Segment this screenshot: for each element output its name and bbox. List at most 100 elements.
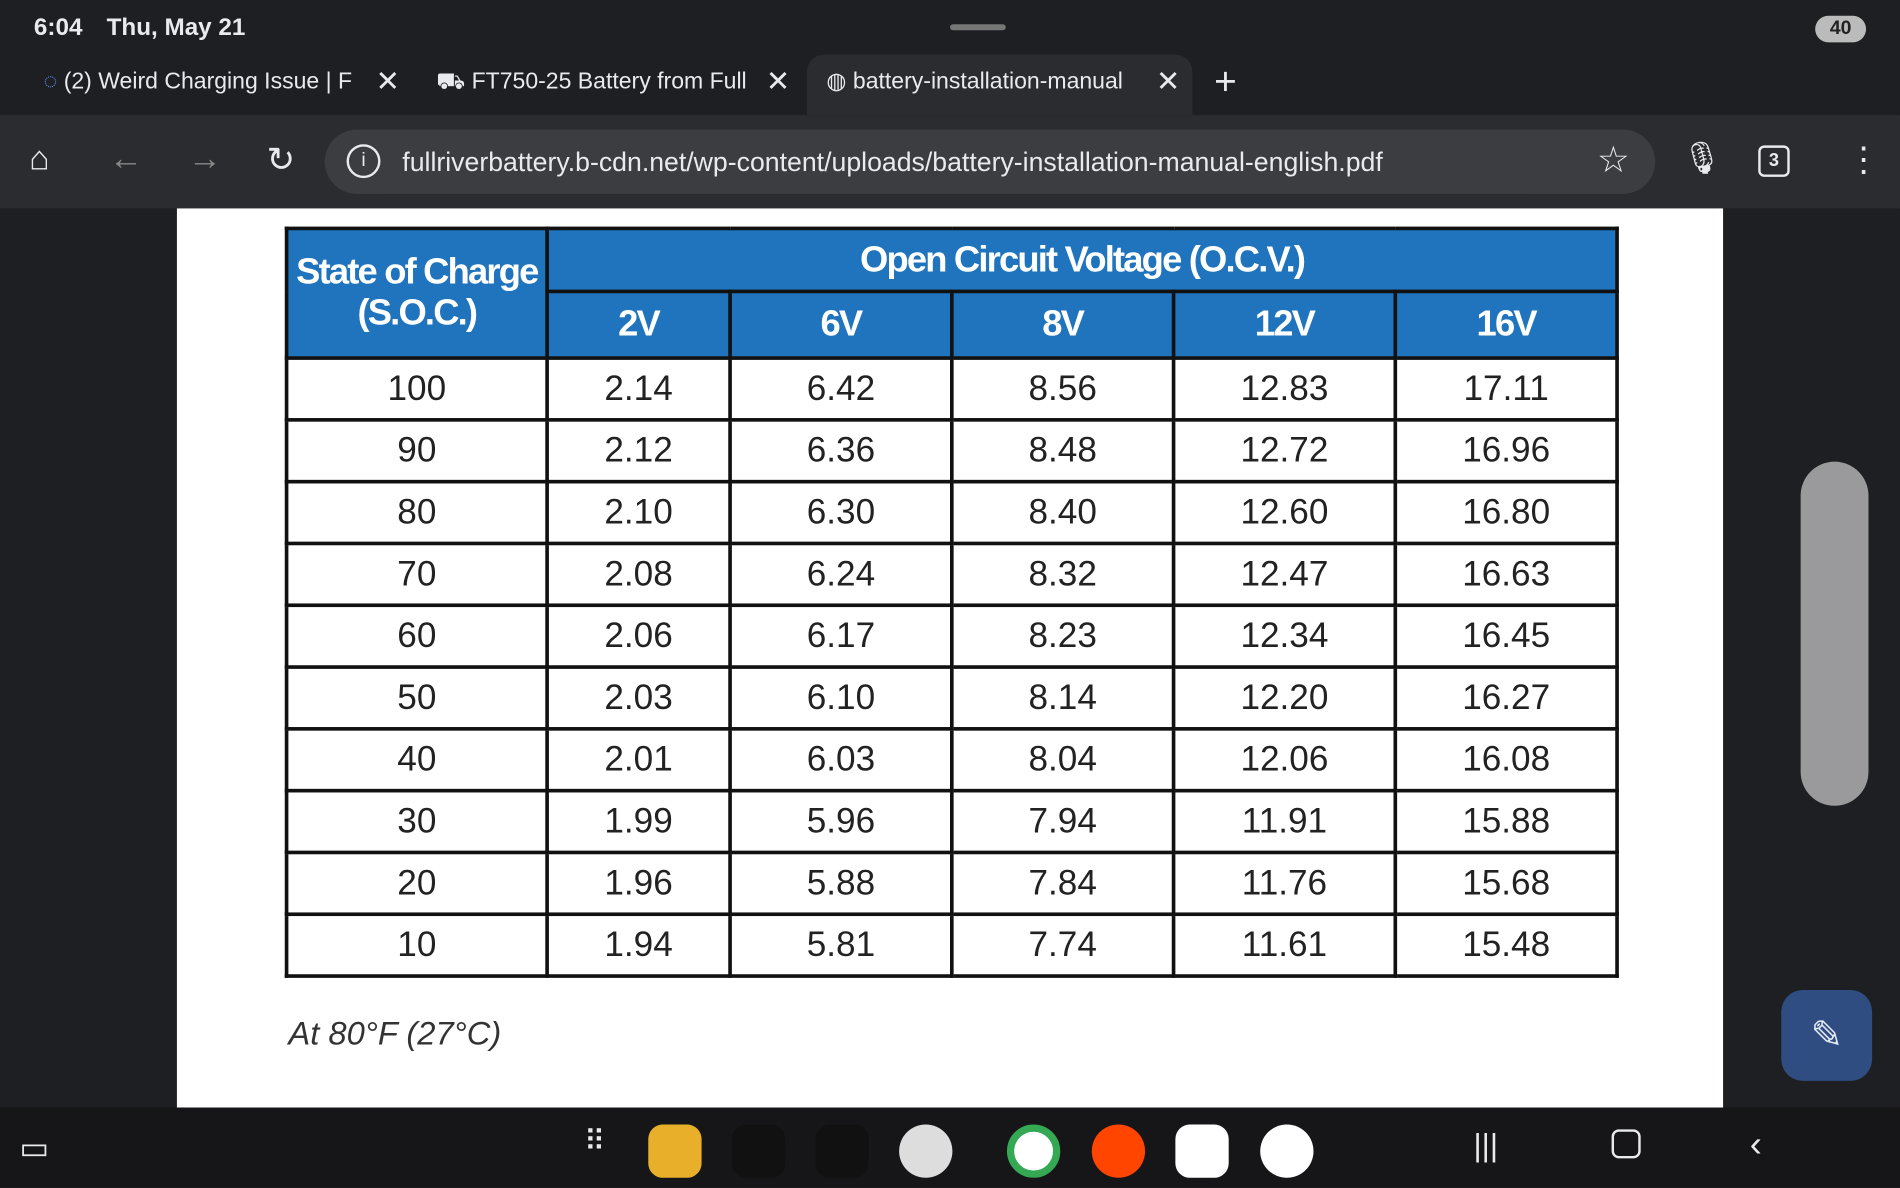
cell: 5.88 (728, 850, 954, 917)
cell: 2.06 (545, 603, 732, 669)
home-button[interactable] (1611, 1129, 1641, 1159)
cell: 12.60 (1171, 479, 1398, 546)
tab-title: FT750-25 Battery from Full (471, 69, 747, 95)
cell: 8.56 (949, 356, 1176, 422)
cell: 2.12 (545, 418, 732, 484)
status-bar: 6:04 Thu, May 21 40 (0, 0, 1900, 55)
footnote: At 80°F (27°C) (288, 1015, 502, 1052)
app-icon[interactable] (1006, 1124, 1061, 1178)
ocv-table: State of Charge (S.O.C.) Open Circuit Vol… (284, 226, 1619, 978)
cell: 8.04 (949, 727, 1176, 793)
taskbar-icon[interactable]: ▭ (19, 1129, 50, 1166)
cell: 16.27 (1393, 665, 1619, 731)
close[interactable]: ✕ (375, 65, 401, 99)
cell: 90 (284, 418, 549, 484)
cell: 12.47 (1171, 541, 1398, 608)
pdf-page: State of Charge (S.O.C.) Open Circuit Vol… (176, 208, 1724, 1108)
app-icon[interactable] (731, 1124, 786, 1178)
cell: 7.94 (949, 788, 1176, 855)
ocv-header: Open Circuit Voltage (O.C.V.) (545, 226, 1619, 294)
bookmark[interactable]: ☆ (1597, 140, 1630, 181)
home[interactable]: ⌂ (29, 139, 50, 177)
cell: 2.10 (545, 479, 732, 546)
cell: 8.40 (949, 479, 1176, 546)
app-icon[interactable] (1260, 1124, 1314, 1178)
cell: 5.81 (728, 912, 954, 978)
cell: 30 (284, 788, 549, 855)
cell: 5.96 (728, 788, 954, 855)
scroll-handle[interactable] (1800, 461, 1869, 806)
new-tab[interactable]: + (1214, 59, 1237, 103)
cell: 1.96 (545, 850, 732, 917)
cell: 8.14 (949, 665, 1176, 731)
cell: 100 (284, 356, 549, 422)
active-tab[interactable] (807, 54, 1193, 116)
cell: 12.72 (1171, 418, 1398, 484)
cell: 80 (284, 479, 549, 546)
toolbar: ⌂ ← → ↻ i fullriverbattery.b-cdn.net/wp-… (0, 115, 1900, 209)
viewer: State of Charge (S.O.C.) Open Circuit Vol… (0, 208, 1900, 1108)
cell: 2.14 (545, 356, 732, 422)
close[interactable]: ✕ (765, 65, 791, 99)
cell: 8.48 (949, 418, 1176, 484)
drag-handle (949, 24, 1006, 31)
reload[interactable]: ↻ (266, 140, 296, 179)
app-icon[interactable] (899, 1124, 953, 1178)
cell: 2.01 (545, 727, 732, 793)
url-bar[interactable]: i fullriverbattery.b-cdn.net/wp-content/… (324, 129, 1656, 194)
tab[interactable]: ◍ battery-installation-manual (826, 69, 1123, 95)
cell: 17.11 (1393, 356, 1619, 422)
cell: 6.42 (728, 356, 954, 422)
cell: 1.99 (545, 788, 732, 855)
cell: 15.68 (1393, 850, 1619, 917)
nav-bar: ▭ ⠿ ||| ‹ (0, 1107, 1900, 1188)
close[interactable]: ✕ (1155, 65, 1181, 99)
cell: 6.36 (728, 418, 954, 484)
cell: 12.83 (1171, 356, 1398, 422)
info[interactable]: i (346, 144, 381, 179)
column-header: 6V (728, 290, 954, 360)
tab-count[interactable]: 3 (1758, 145, 1790, 177)
cell: 6.24 (728, 541, 954, 608)
menu[interactable]: ⋮ (1846, 140, 1881, 179)
tab-strip: ◌ (2) Weird Charging Issue | F ✕ ⛟ FT750… (0, 54, 1900, 116)
app-icon[interactable] (1175, 1124, 1229, 1178)
url: fullriverbattery.b-cdn.net/wp-content/up… (402, 146, 1383, 177)
cell: 10 (284, 912, 549, 978)
cell: 6.10 (728, 665, 954, 731)
cell: 16.80 (1393, 479, 1619, 546)
recents[interactable]: ||| (1473, 1126, 1499, 1164)
back[interactable]: ← (109, 139, 143, 177)
date: Thu, May 21 (106, 14, 246, 42)
cell: 11.76 (1171, 850, 1398, 917)
table-row: 40 2.01 6.03 8.04 12.06 16.08 (284, 727, 1619, 793)
cell: 7.84 (949, 850, 1176, 917)
cell: 12.34 (1171, 603, 1398, 669)
table-row: 50 2.03 6.10 8.14 12.20 16.27 (284, 665, 1619, 731)
cell: 16.08 (1393, 727, 1619, 793)
app-icon[interactable] (648, 1124, 702, 1178)
cell: 50 (284, 665, 549, 731)
edit-button[interactable]: ✎ (1781, 989, 1873, 1081)
cell: 11.91 (1171, 788, 1398, 855)
tab-title: battery-installation-manual (852, 69, 1123, 95)
apps[interactable]: ⠿ (584, 1125, 605, 1159)
forward[interactable]: → (187, 139, 222, 177)
cell: 40 (284, 727, 549, 793)
tab[interactable]: ⛟ FT750-25 Battery from Full (436, 69, 747, 95)
app-icon[interactable] (815, 1124, 869, 1178)
cell: 11.61 (1171, 912, 1398, 978)
cell: 15.48 (1393, 912, 1619, 978)
cell: 12.06 (1171, 727, 1398, 793)
mic[interactable]: 🎙 (1681, 139, 1722, 176)
cell: 8.23 (949, 603, 1176, 669)
cell: 16.63 (1393, 541, 1619, 608)
cell: 20 (284, 850, 549, 917)
header-text: State of Charge (296, 252, 539, 293)
table-row: 70 2.08 6.24 8.32 12.47 16.63 (284, 541, 1619, 608)
back-button[interactable]: ‹ (1749, 1124, 1762, 1165)
table-row: 90 2.12 6.36 8.48 12.72 16.96 (284, 418, 1619, 484)
app-icon[interactable] (1091, 1124, 1146, 1178)
tab[interactable]: ◌ (2) Weird Charging Issue | F (43, 69, 353, 95)
